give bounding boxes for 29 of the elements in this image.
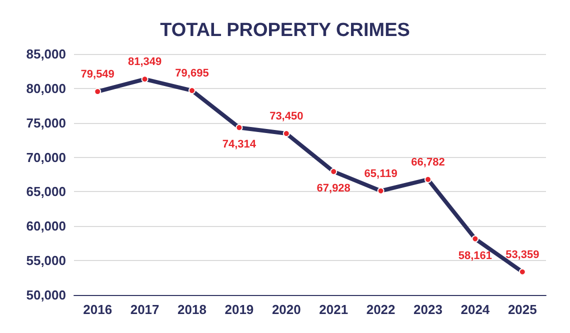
data-label: 79,549 — [80, 68, 114, 81]
x-tick-label: 2016 — [83, 302, 112, 317]
x-tick-label: 2024 — [460, 302, 490, 317]
x-tick-label: 2018 — [178, 302, 206, 317]
data-label: 58,161 — [458, 250, 492, 262]
data-label: 79,695 — [175, 68, 209, 80]
y-tick-label: 55,000 — [26, 253, 66, 268]
y-tick-label: 65,000 — [26, 184, 66, 200]
x-tick-label: 2020 — [272, 302, 301, 317]
chart-title: TOTAL PROPERTY CRIMES — [160, 20, 410, 41]
y-tick-label: 50,000 — [26, 288, 66, 302]
x-tick-label: 2022 — [366, 302, 396, 317]
y-tick-label: 75,000 — [26, 115, 66, 130]
data-label: 74,314 — [222, 138, 257, 151]
data-label: 73,450 — [270, 110, 304, 123]
y-tick-label: 80,000 — [26, 80, 66, 96]
data-label: 67,928 — [316, 182, 350, 195]
x-tick-label: 2017 — [130, 302, 160, 317]
data-label: 53,359 — [506, 248, 540, 261]
x-tick-label: 2021 — [319, 302, 348, 317]
data-label: 66,782 — [411, 156, 445, 168]
y-tick-label: 60,000 — [26, 218, 66, 234]
x-tick-label: 2019 — [224, 302, 254, 317]
y-tick-label: 85,000 — [26, 46, 66, 62]
y-tick-label: 70,000 — [26, 150, 66, 165]
x-tick-label: 2023 — [414, 302, 442, 317]
data-label: 65,119 — [364, 168, 398, 180]
data-label: 81,349 — [128, 56, 162, 68]
x-tick-label: 2025 — [508, 302, 537, 317]
